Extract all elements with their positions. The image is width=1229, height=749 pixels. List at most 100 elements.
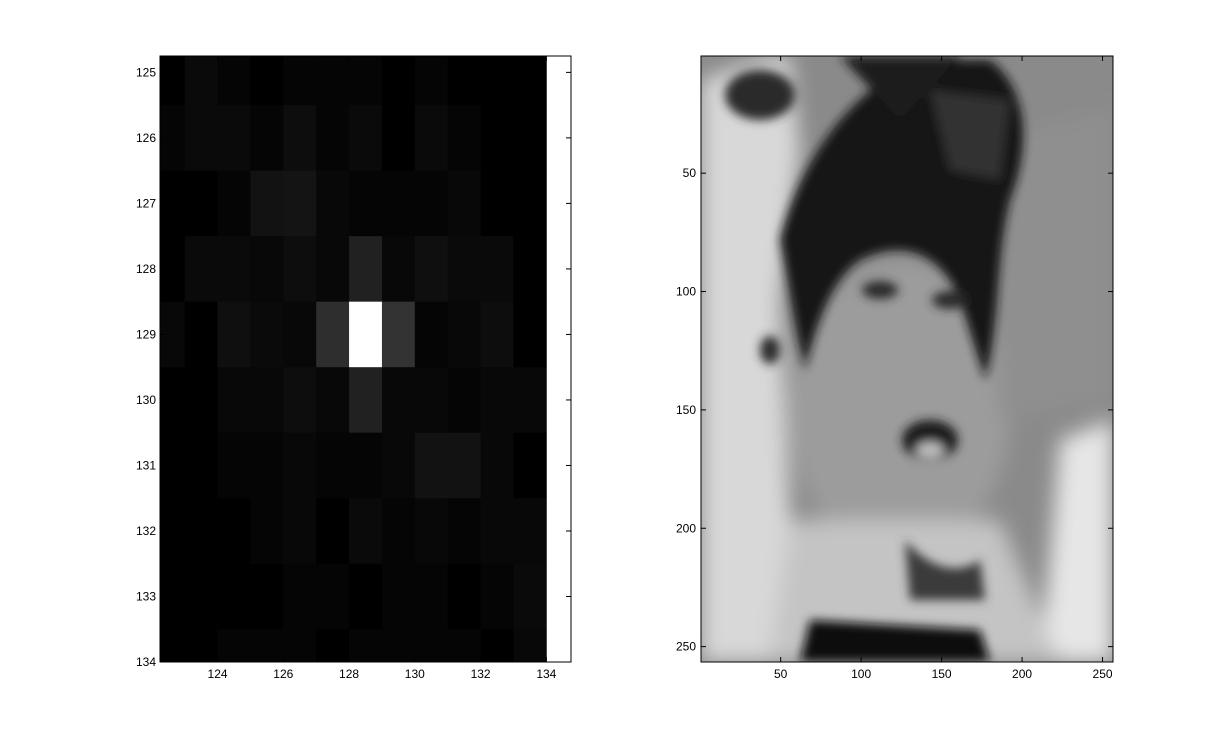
heatmap-cell (250, 629, 284, 663)
x-tick-label: 100 (851, 667, 871, 681)
heatmap-cell (349, 170, 383, 237)
heatmap-cell (480, 432, 514, 499)
heatmap-cell (381, 105, 416, 172)
heatmap-cell (513, 563, 547, 630)
heatmap-cell (316, 105, 350, 172)
heatmap-cell (283, 498, 317, 565)
heatmap-cell (283, 170, 317, 237)
heatmap-cell (414, 301, 449, 368)
heatmap-cell (250, 563, 284, 630)
heatmap-cell (316, 563, 350, 630)
finger-shadow (760, 336, 780, 364)
heatmap-cells (160, 56, 547, 663)
heatmap-cell (217, 170, 251, 237)
x-tick-label: 134 (536, 667, 556, 681)
hand-region (701, 56, 800, 662)
heatmap-cell (316, 432, 350, 499)
heatmap-cell (250, 432, 284, 499)
heatmap-cell (480, 170, 514, 237)
y-tick-label: 250 (676, 640, 696, 654)
teeth (916, 442, 944, 458)
x-tick-label: 124 (208, 667, 228, 681)
y-tick-label: 134 (136, 655, 156, 669)
x-tick-label: 130 (405, 667, 425, 681)
heatmap-cell (217, 105, 251, 172)
y-tick-label: 128 (136, 262, 156, 276)
heatmap-cell (184, 367, 218, 434)
x-tick-label: 50 (774, 667, 788, 681)
heatmap-cell (480, 563, 514, 630)
right-axes: 50 100 150 200 250 50 100 150 200 250 (676, 55, 1114, 681)
heatmap-cell (217, 629, 251, 663)
heatmap-cell (513, 629, 547, 663)
heatmap-cell (480, 498, 514, 565)
image-details (725, 56, 1024, 662)
heatmap-cell (316, 498, 350, 565)
heatmap-cell (513, 367, 547, 434)
left-axes-frame (159, 55, 572, 663)
heatmap-cell (381, 629, 416, 663)
heatmap-cell (184, 170, 218, 237)
heatmap-cell (349, 236, 383, 303)
y-tick-label: 100 (676, 285, 696, 299)
heatmap-cell (184, 629, 218, 663)
y-tick-label: 150 (676, 403, 696, 417)
heatmap-cell (316, 56, 350, 106)
heatmap-cell (250, 498, 284, 565)
heatmap-cell (349, 629, 383, 663)
face-image (701, 56, 1113, 662)
heatmap-cell (381, 301, 416, 368)
heatmap-cell (447, 629, 481, 663)
y-tick-label: 131 (136, 458, 156, 472)
heatmap-cell (414, 629, 449, 663)
right-light-region (1040, 420, 1113, 662)
heatmap-cell (414, 498, 449, 565)
heatmap-cell (381, 236, 416, 303)
heatmap-cell (283, 236, 317, 303)
heatmap-cell (349, 367, 383, 434)
heatmap-cell (447, 105, 481, 172)
heatmap-cell (513, 105, 547, 172)
heatmap-cell (349, 56, 383, 106)
heatmap-cell (184, 56, 218, 106)
heatmap-cell (381, 367, 416, 434)
hair-top (840, 56, 960, 120)
finger-top-shadow (725, 70, 795, 120)
heatmap-cell (217, 236, 251, 303)
x-tick-label: 200 (1012, 667, 1032, 681)
heatmap-cell (250, 236, 284, 303)
right-eye (932, 291, 968, 309)
heatmap-cell (217, 498, 251, 565)
heatmap-cell (447, 563, 481, 630)
heatmap-cell (217, 367, 251, 434)
y-tick-label: 132 (136, 524, 156, 538)
heatmap-cell (349, 105, 383, 172)
heatmap-cell (250, 301, 284, 368)
y-tick-label: 50 (683, 166, 697, 180)
y-tick-label: 133 (136, 589, 156, 603)
heatmap-cell (184, 432, 218, 499)
heatmap-cell (381, 498, 416, 565)
y-tick-label: 127 (136, 196, 156, 210)
heatmap-cell (480, 56, 514, 106)
heatmap-cell (349, 301, 383, 368)
heatmap-cell (184, 498, 218, 565)
heatmap-cell (513, 301, 547, 368)
right-axes-ticks: 50 100 150 200 250 50 100 150 200 250 (676, 56, 1113, 681)
face-region (790, 260, 1010, 560)
heatmap-cell (349, 563, 383, 630)
heatmap-cell (160, 629, 186, 663)
heatmap-cell (414, 563, 449, 630)
heatmap-cell (414, 56, 449, 106)
heatmap-cell (480, 629, 514, 663)
heatmap-cell (381, 56, 416, 106)
heatmap-cell (480, 105, 514, 172)
y-tick-label: 200 (676, 521, 696, 535)
heatmap-cell (283, 301, 317, 368)
heatmap-cell (513, 432, 547, 499)
heatmap-cell (217, 563, 251, 630)
heatmap-cell (480, 367, 514, 434)
heatmap-cell (250, 56, 284, 106)
left-axes-ticks: 124 126 128 130 132 134 125 126 127 128 129 130 131 1… (136, 56, 571, 681)
